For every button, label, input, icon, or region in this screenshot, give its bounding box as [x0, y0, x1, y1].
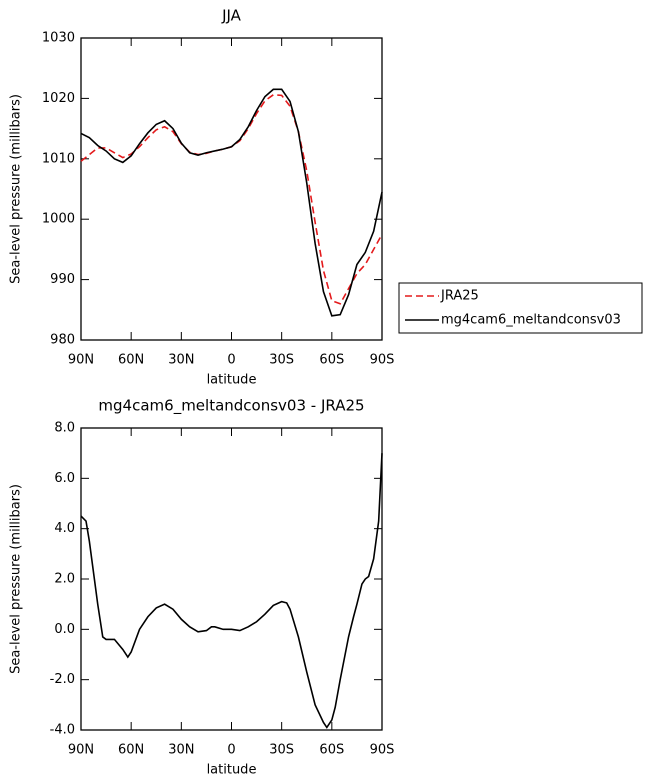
y-tick-label: 1000 — [42, 212, 75, 227]
x-tick-label: 90S — [370, 743, 395, 758]
x-tick-label: 30N — [168, 353, 194, 368]
data-line — [80, 88, 383, 317]
y-axis-label: Sea-level pressure (millibars) — [9, 94, 24, 284]
x-tick-label: 90S — [370, 353, 395, 368]
chart-title: JJA — [221, 7, 242, 25]
y-tick-label: 990 — [50, 272, 75, 287]
y-tick-label: 0.0 — [54, 622, 75, 637]
plot-frame — [80, 37, 383, 341]
x-tick-label: 60N — [118, 353, 144, 368]
y-tick-label: 1030 — [42, 31, 75, 46]
x-tick-label: 30S — [269, 353, 294, 368]
x-axis-label: latitude — [207, 763, 257, 778]
y-tick-label: 6.0 — [54, 471, 75, 486]
legend-box — [398, 282, 643, 334]
x-tick-label: 60S — [319, 353, 344, 368]
y-tick-label: 1010 — [42, 151, 75, 166]
x-tick-label: 30N — [168, 743, 194, 758]
x-axis-label: latitude — [207, 373, 257, 388]
y-tick-label: 2.0 — [54, 572, 75, 587]
x-tick-label: 0 — [227, 743, 235, 758]
x-tick-label: 30S — [269, 743, 294, 758]
x-tick-label: 0 — [227, 353, 235, 368]
legend-label: mg4cam6_meltandconsv03 — [441, 313, 621, 328]
legend-label: JRA25 — [440, 289, 479, 304]
x-tick-label: 60N — [118, 743, 144, 758]
data-line — [80, 453, 383, 729]
x-tick-label: 60S — [319, 743, 344, 758]
data-line — [80, 93, 383, 305]
y-tick-label: -4.0 — [50, 723, 75, 738]
y-tick-label: 980 — [50, 333, 75, 348]
plot-frame — [80, 427, 383, 731]
y-tick-label: 4.0 — [54, 521, 75, 536]
x-tick-label: 90N — [68, 743, 94, 758]
y-tick-label: 1020 — [42, 91, 75, 106]
y-tick-label: 8.0 — [54, 421, 75, 436]
x-tick-label: 90N — [68, 353, 94, 368]
y-axis-label: Sea-level pressure (millibars) — [9, 484, 24, 674]
chart-title: mg4cam6_meltandconsv03 - JRA25 — [98, 397, 364, 416]
y-tick-label: -2.0 — [50, 672, 75, 687]
